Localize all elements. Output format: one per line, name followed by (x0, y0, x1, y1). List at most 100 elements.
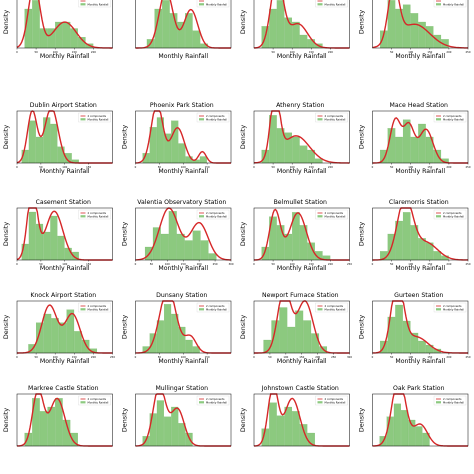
y-axis-label: Density (2, 222, 10, 247)
histogram-bar (66, 309, 75, 354)
x-axis-label: Monthly Rainfall (158, 358, 208, 365)
x-tick-label: 150 (299, 355, 304, 359)
x-tick-label: 100 (165, 262, 170, 266)
x-axis-label: Monthly Rainfall (158, 168, 208, 175)
chart-title: Athenry Station (276, 102, 324, 109)
legend-label: Monthly Rainfall (206, 215, 227, 219)
legend-label: Monthly Rainfall (88, 401, 109, 405)
x-tick-label: 0 (253, 262, 255, 266)
histogram-bar (276, 0, 285, 49)
legend-label: 2 components (206, 304, 225, 308)
histogram-bar (149, 413, 157, 447)
histogram-bar (418, 340, 426, 354)
density-curve (372, 207, 469, 261)
x-tick-label: 50 (390, 262, 394, 266)
histogram-bar (276, 415, 285, 447)
histogram-bar (164, 304, 172, 354)
density-curve (253, 110, 350, 164)
legend (196, 209, 230, 220)
chart-title: Belmullet Station (274, 199, 327, 206)
legend-label: 2 components (206, 211, 225, 215)
y-axis-label: Density (2, 10, 10, 35)
x-tick-label: 250 (347, 262, 352, 266)
plot-frame (253, 110, 350, 164)
histogram-bar (39, 28, 48, 49)
chart-panel: Markree Castle Station Density 2 component… (2, 385, 113, 447)
legend-label: 2 components (443, 211, 462, 215)
legend-bar-swatch (436, 308, 441, 311)
histogram-bar (177, 21, 185, 49)
x-axis-label: Monthly Rainfall (40, 265, 90, 272)
legend-label: 2 components (88, 211, 107, 215)
y-axis-label: Density (121, 222, 129, 247)
chart-title: Mace Head Station (390, 102, 449, 109)
x-tick-label: 200 (328, 50, 333, 54)
legend-bar-swatch (199, 308, 204, 311)
x-tick-label: 0 (16, 355, 18, 359)
y-axis-label: Density (239, 10, 247, 35)
legend (78, 209, 111, 220)
x-tick-label: 100 (408, 50, 413, 54)
chart-title: Knock Airport Station (30, 292, 96, 299)
legend-label: 2 components (88, 114, 107, 118)
x-tick-label: 150 (309, 50, 314, 54)
x-tick-label: 0 (372, 355, 374, 359)
x-tick-label: 250 (110, 355, 115, 359)
x-tick-label: 200 (315, 355, 320, 359)
histogram-bar (58, 322, 67, 354)
histogram-bar (176, 233, 185, 261)
x-axis-label: Monthly Rainfall (395, 265, 445, 272)
x-tick-label: 250 (466, 262, 471, 266)
x-tick-label: 200 (446, 50, 451, 54)
chart-panel: Mace Head Station 0 50 100 150 200 250 Monthly … (358, 102, 471, 175)
chart-panel: Knock Airport Station 0 50 100 150 200 250 Mont… (2, 292, 115, 365)
histogram-bar (410, 13, 419, 49)
legend (315, 0, 348, 8)
histogram-bar (284, 406, 292, 447)
histogram-bar (43, 231, 51, 261)
plot-frame (253, 393, 350, 447)
histogram-bar (156, 400, 164, 447)
histogram-bar (51, 318, 59, 354)
legend-bar-swatch (436, 401, 441, 404)
histogram-bar (28, 211, 36, 261)
x-tick-label: 50 (390, 355, 394, 359)
chart-panel: Belmullet Station 0 50 100 150 200 250 Monthly … (239, 199, 352, 272)
density-curve (17, 304, 113, 354)
legend-bar-swatch (436, 3, 441, 6)
y-axis-label: Density (2, 408, 10, 433)
x-tick-label: 150 (309, 165, 314, 169)
x-axis-label: Monthly Rainfall (277, 53, 327, 60)
chart-title: Valentia Observatory Station (137, 199, 226, 206)
legend-label: 2 components (325, 114, 344, 118)
histogram-bar (418, 238, 426, 261)
histogram-bar (185, 432, 193, 447)
y-axis-label: Density (121, 125, 129, 150)
plot-frame (16, 0, 113, 49)
histogram-bar (185, 339, 193, 354)
y-axis-label: Density (121, 408, 129, 433)
y-axis-label: Density (358, 10, 366, 35)
x-tick-label: 100 (408, 262, 413, 266)
plot-frame (16, 393, 113, 447)
histogram-bar (74, 331, 82, 354)
y-axis-label: Density (239, 315, 247, 340)
legend-label: Monthly Rainfall (325, 3, 346, 7)
plot-frame (372, 393, 469, 447)
histogram-bar (164, 133, 172, 164)
x-tick-label: 100 (408, 355, 413, 359)
legend-bar-swatch (199, 118, 204, 121)
x-tick-label: 150 (72, 355, 77, 359)
x-tick-label: 100 (408, 165, 413, 169)
x-tick-label: 100 (290, 165, 295, 169)
legend-bar-swatch (317, 308, 323, 311)
chart-panel: Oak Park Station Density 2 componentsMonth… (358, 385, 469, 447)
histogram-bar (292, 136, 300, 164)
x-tick-label: 100 (53, 355, 58, 359)
plot-frame (372, 0, 469, 49)
histogram-bar (70, 28, 78, 49)
legend-label: 2 components (206, 397, 225, 401)
x-tick-label: 150 (205, 355, 210, 359)
